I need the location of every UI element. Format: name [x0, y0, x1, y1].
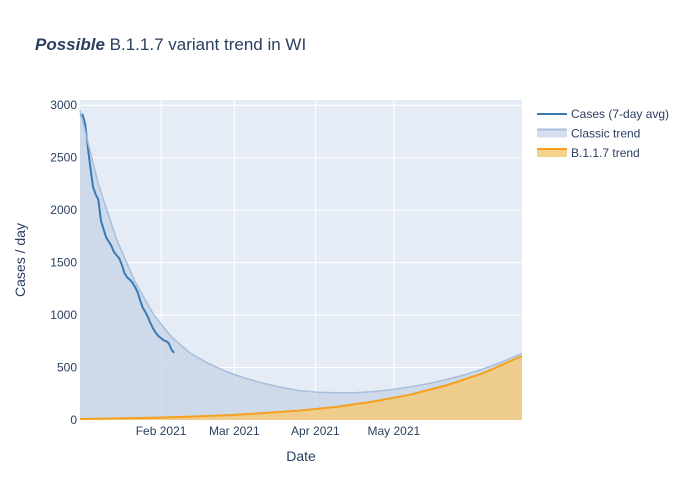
- legend[interactable]: Cases (7-day avg) Classic trend B.1.1.7 tr…: [537, 107, 669, 160]
- x-axis-ticks: Feb 2021 Mar 2021 Apr 2021 May 2021: [136, 424, 421, 438]
- chart-title: Possible B.1.1.7 variant trend in WI: [35, 35, 306, 54]
- x-axis-title: Date: [286, 448, 316, 464]
- series-line-0: [79, 113, 175, 354]
- y-axis-ticks: 0 500 1000 1500 2000 2500 3000: [50, 98, 77, 427]
- y-tick-label: 1500: [50, 256, 77, 270]
- legend-swatch: [537, 149, 567, 157]
- y-axis-title: Cases / day: [12, 223, 28, 297]
- x-tick-label: Apr 2021: [291, 424, 340, 438]
- legend-label: B.1.1.7 trend: [571, 146, 640, 160]
- y-tick-label: 500: [57, 361, 77, 375]
- x-tick-label: Mar 2021: [209, 424, 260, 438]
- legend-item[interactable]: Cases (7-day avg): [537, 107, 669, 121]
- y-tick-label: 2000: [50, 203, 77, 217]
- legend-item[interactable]: B.1.1.7 trend: [537, 146, 640, 160]
- series-line-2: [79, 355, 523, 420]
- series-line-1: [79, 110, 523, 394]
- legend-item[interactable]: Classic trend: [537, 127, 640, 141]
- x-tick-label: May 2021: [367, 424, 420, 438]
- chart-title-text: B.1.1.7 variant trend in WI: [105, 35, 306, 54]
- chart-title-emphasis: Possible: [35, 35, 105, 54]
- legend-label: Cases (7-day avg): [571, 107, 669, 121]
- legend-label: Classic trend: [571, 127, 640, 141]
- series-area-2: [80, 356, 522, 420]
- y-tick-label: 1000: [50, 308, 77, 322]
- x-tick-label: Feb 2021: [136, 424, 187, 438]
- y-tick-label: 0: [70, 413, 77, 427]
- legend-swatch: [537, 129, 567, 138]
- line-layer: [79, 110, 523, 420]
- y-tick-label: 3000: [50, 98, 77, 112]
- y-tick-label: 2500: [50, 151, 77, 165]
- area-layer: [80, 110, 522, 421]
